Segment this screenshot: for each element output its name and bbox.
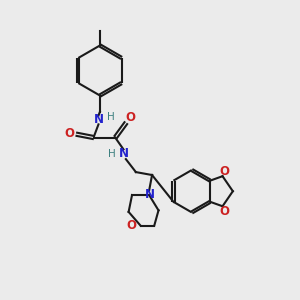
Text: N: N	[118, 147, 128, 160]
Text: N: N	[145, 188, 155, 201]
Text: O: O	[220, 165, 230, 178]
Text: N: N	[94, 113, 103, 127]
Text: O: O	[220, 205, 230, 218]
Text: H: H	[108, 149, 116, 159]
Text: O: O	[125, 110, 135, 124]
Text: H: H	[107, 112, 115, 122]
Text: O: O	[64, 127, 74, 140]
Text: O: O	[127, 219, 137, 232]
